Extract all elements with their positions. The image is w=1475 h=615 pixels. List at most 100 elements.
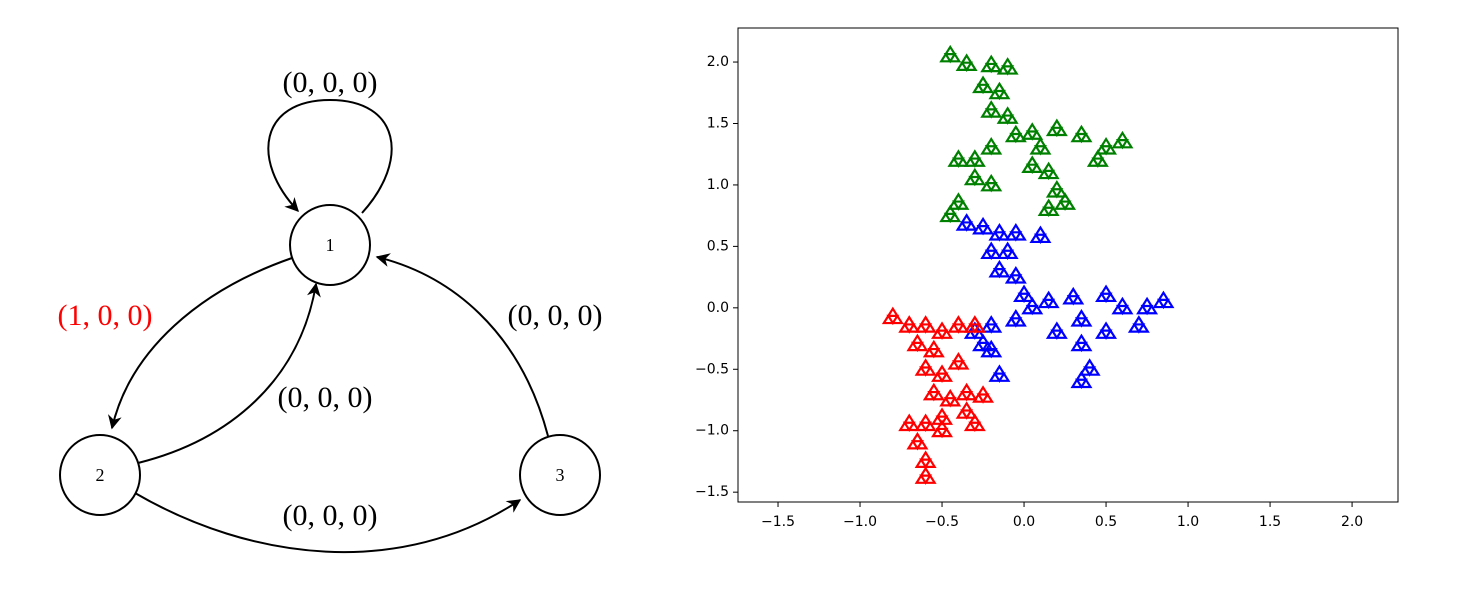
edge (134, 492, 522, 553)
point (1070, 333, 1093, 353)
point (906, 333, 929, 353)
point (914, 450, 937, 469)
node-label: 3 (556, 465, 565, 485)
point (898, 315, 921, 334)
point (1062, 286, 1085, 306)
point (996, 57, 1019, 76)
point (881, 306, 904, 326)
point (1152, 290, 1175, 310)
point (996, 241, 1019, 261)
point (980, 241, 1003, 261)
point (1111, 296, 1134, 316)
point (1070, 124, 1093, 144)
x-tick-label: 1.0 (1177, 514, 1199, 530)
point (955, 382, 978, 402)
x-tick-label: −0.5 (925, 514, 959, 530)
point (980, 173, 1003, 193)
point (1037, 161, 1060, 181)
point (1095, 284, 1118, 304)
point (947, 315, 970, 334)
point (1054, 192, 1077, 211)
point (1070, 370, 1093, 390)
point (1029, 225, 1052, 245)
point (980, 136, 1003, 156)
point (906, 431, 929, 451)
y-tick-label: 1.0 (707, 177, 729, 193)
point (1045, 321, 1068, 340)
edge-label: (1, 0, 0) (58, 299, 153, 332)
scatter-chart: −1.5 −1.0 −0.5 0.0 0.5 1.0 1.5 2.0 −1.5 −1.0 −0.5 0… (695, 27, 1399, 530)
point (972, 216, 995, 236)
point (1045, 180, 1068, 199)
point (963, 315, 986, 334)
point (963, 149, 986, 168)
x-tick-label: −1.0 (843, 514, 877, 530)
x-tick-label: −1.5 (761, 514, 795, 530)
point (1095, 321, 1118, 340)
point (988, 259, 1011, 279)
point (939, 44, 962, 64)
point (1021, 122, 1044, 141)
point (963, 167, 986, 187)
point (914, 315, 937, 334)
point (1004, 124, 1027, 144)
node (519, 434, 601, 516)
plot-frame (737, 27, 1399, 503)
point (947, 192, 970, 211)
point (1029, 136, 1052, 156)
point (1127, 315, 1150, 334)
state-diagram: 1 2 3 (0, 0, 0) (1, 0, 0) (0, 0, 0) (0, … (58, 66, 602, 553)
point (931, 364, 954, 383)
point (1095, 136, 1118, 156)
point (898, 413, 921, 433)
point (1086, 149, 1109, 168)
point (1045, 118, 1068, 138)
point (972, 333, 995, 353)
edge (137, 282, 321, 464)
point (972, 75, 995, 95)
point (1078, 358, 1101, 377)
point (1021, 155, 1044, 174)
point (1004, 223, 1027, 242)
point (1037, 290, 1060, 310)
point (955, 53, 978, 72)
edge (267, 98, 393, 214)
x-tick-label: 2.0 (1341, 514, 1363, 530)
y-tick-label: −1.0 (695, 423, 729, 439)
point (914, 358, 937, 377)
node-label: 1 (326, 235, 335, 255)
point (955, 401, 978, 420)
point (980, 54, 1003, 74)
point (1004, 266, 1027, 285)
edge-label: (0, 0, 0) (278, 381, 373, 414)
x-tick-label: 0.5 (1095, 514, 1117, 530)
edge (108, 257, 293, 430)
point (980, 315, 1003, 334)
x-tick-label: 1.5 (1259, 514, 1281, 530)
node (289, 204, 371, 286)
y-tick-label: −0.5 (695, 361, 729, 377)
point (996, 106, 1019, 125)
point (1004, 309, 1027, 328)
y-tick-label: 0.0 (707, 300, 729, 316)
x-tick-label: 0.0 (1013, 514, 1035, 530)
point (988, 364, 1011, 383)
y-tick-label: 2.0 (707, 54, 729, 70)
point (980, 100, 1003, 119)
y-tick-label: −1.5 (695, 484, 729, 500)
point (931, 321, 954, 340)
node (59, 434, 141, 516)
point (963, 413, 986, 433)
point (988, 223, 1011, 242)
point (939, 204, 962, 224)
point (922, 339, 945, 359)
point (931, 419, 954, 439)
node-label: 2 (96, 465, 105, 485)
point (947, 149, 970, 168)
edge-label: (0, 0, 0) (283, 499, 378, 532)
point (1037, 198, 1060, 217)
point (1013, 284, 1036, 304)
point (914, 413, 937, 433)
